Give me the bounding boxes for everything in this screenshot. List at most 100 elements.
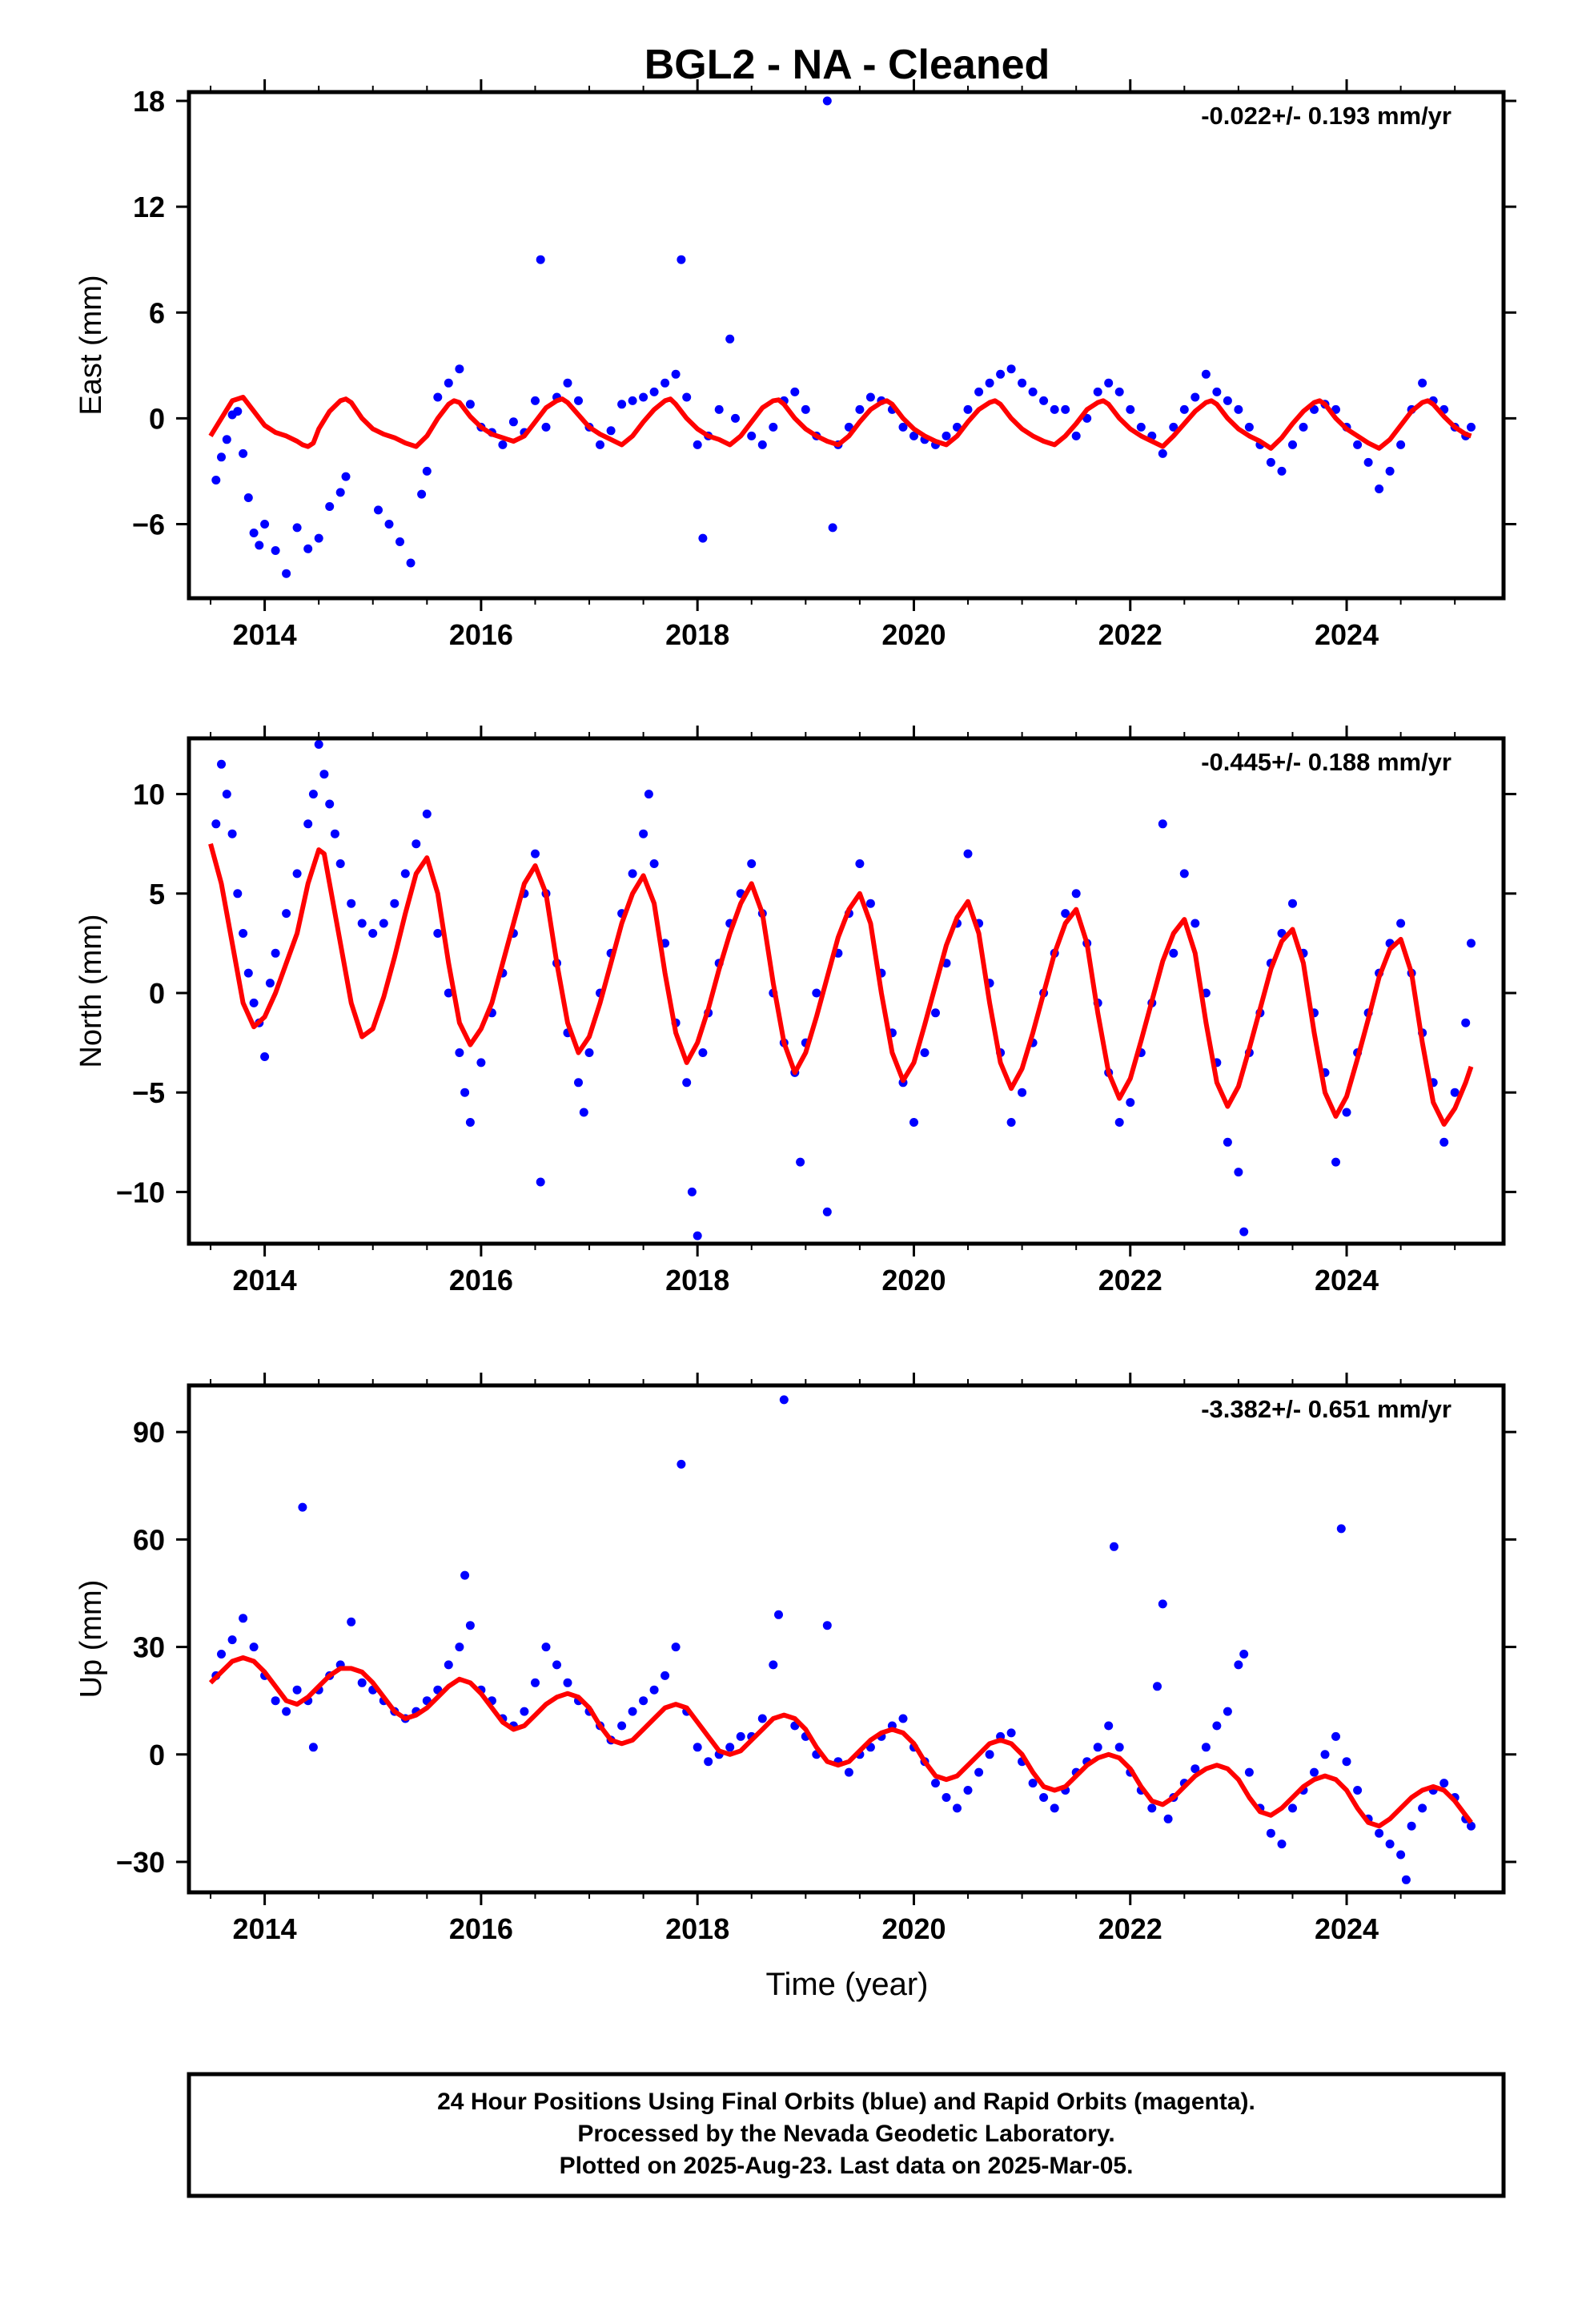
up-point [617,1721,627,1731]
up-point [1147,1803,1157,1813]
east-point [239,448,248,458]
east-y-tick-label: 18 [133,85,165,118]
east-point [731,413,740,423]
east-point [1039,396,1049,405]
north-point [909,1118,918,1127]
up-point [282,1707,291,1716]
east-point [1277,466,1287,476]
footer-line-3: Plotted on 2025-Aug-23. Last data on 202… [560,2153,1134,2179]
east-point [1093,387,1102,396]
east-point [433,392,443,402]
up-y-tick-label: 90 [133,1416,165,1449]
east-point [233,407,243,416]
east-point [714,404,724,414]
east-point [898,422,908,432]
east-point [801,404,810,414]
east-point [1104,378,1114,388]
up-point [541,1642,551,1652]
up-y-tick-label: 0 [149,1739,165,1771]
north-point [325,799,335,809]
north-point [855,859,865,868]
north-point [687,1187,697,1196]
up-point [898,1714,908,1723]
north-point [639,829,648,838]
east-frame [187,90,1506,601]
up-point [1385,1839,1395,1849]
north-point [1467,939,1476,948]
east-point [563,378,572,388]
footer-line-2: Processed by the Nevada Geodetic Laborat… [577,2121,1114,2147]
north-point [579,1108,588,1117]
east-point [1061,404,1070,414]
north-x-tick-label: 2020 [881,1264,946,1297]
up-point [1050,1803,1059,1813]
east-point [1375,485,1384,493]
up-frame [187,1383,1506,1895]
up-point [1201,1743,1211,1752]
north-point [865,899,875,908]
north-point [1114,1118,1124,1127]
east-y-axis-label: East (mm) [74,275,108,415]
north-rate-label: -0.445+/- 0.188 mm/yr [1201,748,1452,776]
north-y-axis-label: North (mm) [74,914,108,1068]
up-point [1396,1850,1406,1860]
east-point [606,426,616,436]
east-point [1201,369,1211,379]
up-point [1158,1599,1167,1609]
up-point [347,1617,356,1626]
up-y-tick-label: −30 [116,1846,165,1879]
north-point [476,1058,486,1068]
east-point [498,440,508,449]
footer-box: 24 Hour Positions Using Final Orbits (bl… [187,2072,1506,2198]
up-point [1277,1839,1287,1849]
north-point [747,859,757,868]
east-point [1234,404,1243,414]
up-point [1163,1814,1173,1823]
up-point [931,1779,940,1788]
east-point [985,378,994,388]
east-rate-label: -0.022+/- 0.193 mm/yr [1201,102,1452,130]
up-point [661,1671,670,1680]
east-point [444,378,453,388]
north-point [265,979,275,988]
east-point [531,396,540,405]
east-point [628,396,637,405]
north-point [444,988,453,998]
east-point [314,533,323,543]
east-point [1244,422,1254,432]
up-point [460,1570,470,1580]
north-point [796,1157,805,1167]
up-point [1288,1803,1297,1813]
north-x-tick-label: 2016 [449,1264,513,1297]
up-point [1310,1767,1319,1777]
east-point [1385,466,1395,476]
east-point [255,541,264,550]
east-point [341,472,351,481]
north-point [455,1048,464,1057]
up-point [974,1767,984,1777]
east-point [974,387,984,396]
north-point [227,829,237,838]
east-model-line [208,395,1472,451]
east-point [865,392,875,402]
east-point [942,431,951,440]
east-point [1223,396,1232,405]
north-point [1450,1088,1460,1097]
north-point [282,909,291,919]
north-point [1439,1137,1449,1147]
north-x-tick-label: 2024 [1315,1264,1379,1297]
up-point [1244,1767,1254,1777]
up-point [779,1395,789,1405]
north-point [536,1177,545,1187]
north-y-tick-label: 10 [133,778,165,811]
up-point [1223,1707,1232,1716]
north-point [330,829,339,838]
up-point [985,1750,994,1759]
up-x-tick-label: 2020 [881,1912,946,1945]
north-point [1342,1108,1351,1117]
north-point [644,790,653,799]
up-point [227,1635,237,1645]
north-point [308,790,318,799]
up-panel: 2014 2016 2018 2020 2022 2024 −30 0 30 60 90 Up (mm… [74,1373,1516,1945]
east-y-tick-label: 0 [149,402,165,435]
